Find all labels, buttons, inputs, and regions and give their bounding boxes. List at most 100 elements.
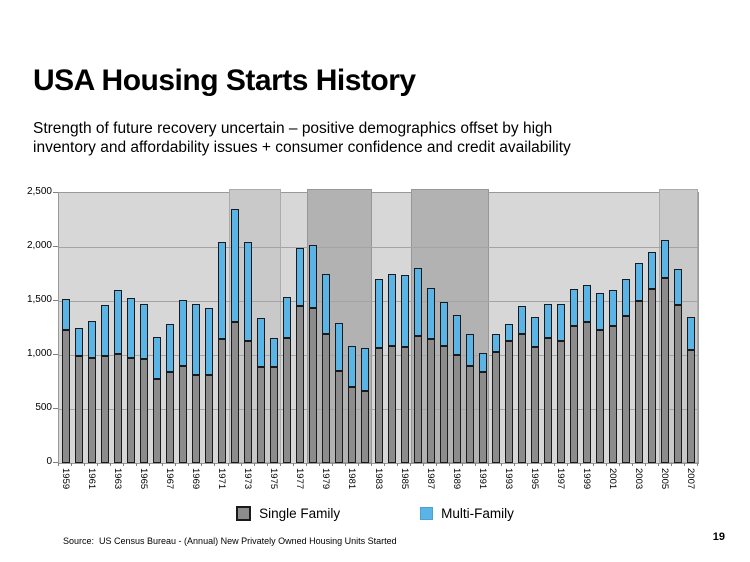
bar-segment-single-family bbox=[648, 289, 656, 463]
x-axis-tick bbox=[619, 463, 620, 466]
x-axis-label: 1991 bbox=[476, 468, 488, 490]
bar-segment-multi-family bbox=[348, 346, 356, 387]
y-axis-label: 2,500 bbox=[26, 186, 52, 197]
bar-segment-multi-family bbox=[596, 293, 604, 330]
bar-segment-multi-family bbox=[75, 328, 83, 356]
x-axis-label: 1975 bbox=[268, 468, 280, 490]
x-axis-tick bbox=[214, 463, 215, 466]
bar-segment-multi-family bbox=[427, 288, 435, 339]
bar-segment-single-family bbox=[231, 322, 239, 463]
x-axis-label: 1999 bbox=[581, 468, 593, 490]
x-axis-tick bbox=[462, 463, 463, 466]
bar-segment-multi-family bbox=[296, 248, 304, 306]
bar-segment-single-family bbox=[309, 308, 317, 463]
bar-segment-single-family bbox=[75, 356, 83, 463]
bar-segment-multi-family bbox=[479, 353, 487, 372]
bar-segment-multi-family bbox=[531, 317, 539, 347]
x-axis-label: 2005 bbox=[659, 468, 671, 490]
x-axis-tick bbox=[632, 463, 633, 466]
bar-segment-multi-family bbox=[375, 279, 383, 348]
bar-segment-single-family bbox=[114, 354, 122, 463]
y-axis-tick bbox=[53, 192, 58, 193]
x-axis: 1959 1961 1963 1965 1967 1969 1971 1973 1975 1977… bbox=[58, 462, 698, 508]
x-axis-tick bbox=[306, 463, 307, 466]
legend-item-multi-family: Multi-Family bbox=[420, 506, 514, 521]
bar-segment-multi-family bbox=[218, 242, 226, 339]
x-axis-tick bbox=[162, 463, 163, 466]
x-axis-label: 1979 bbox=[320, 468, 332, 490]
bar-segment-multi-family bbox=[127, 298, 135, 358]
y-axis-label: 1,500 bbox=[26, 294, 52, 305]
x-axis-tick bbox=[371, 463, 372, 466]
x-axis-tick bbox=[423, 463, 424, 466]
x-axis-label: 1965 bbox=[137, 468, 149, 490]
bar-segment-multi-family bbox=[257, 318, 265, 367]
bar-segment-multi-family bbox=[401, 275, 409, 347]
bar-segment-single-family bbox=[401, 347, 409, 463]
bar-segment-multi-family bbox=[635, 263, 643, 301]
x-axis-tick bbox=[201, 463, 202, 466]
bar-segment-multi-family bbox=[283, 297, 291, 338]
subtitle-line-2: inventory and affordability issues + con… bbox=[33, 139, 571, 156]
bar-segment-single-family bbox=[609, 326, 617, 463]
bar-segment-multi-family bbox=[388, 274, 396, 346]
x-axis-tick bbox=[397, 463, 398, 466]
bar-segment-multi-family bbox=[192, 304, 200, 375]
x-axis-label: 1961 bbox=[85, 468, 97, 490]
bar-segment-multi-family bbox=[622, 279, 630, 316]
y-axis-tick bbox=[53, 408, 58, 409]
bar-segment-single-family bbox=[388, 346, 396, 463]
y-axis-tick bbox=[53, 246, 58, 247]
x-axis-tick bbox=[123, 463, 124, 466]
x-axis-label: 1997 bbox=[555, 468, 567, 490]
x-axis-tick bbox=[188, 463, 189, 466]
bar-segment-multi-family bbox=[609, 290, 617, 326]
x-axis-tick bbox=[606, 463, 607, 466]
x-axis-tick bbox=[684, 463, 685, 466]
x-axis-tick bbox=[293, 463, 294, 466]
bar-segment-multi-family bbox=[466, 334, 474, 366]
bar-segment-single-family bbox=[244, 341, 252, 463]
x-axis-tick bbox=[410, 463, 411, 466]
bar-segment-single-family bbox=[414, 336, 422, 463]
x-axis-label: 1983 bbox=[372, 468, 384, 490]
bar-segment-multi-family bbox=[361, 348, 369, 391]
x-axis-label: 1959 bbox=[59, 468, 71, 490]
y-axis-label: 500 bbox=[35, 402, 52, 413]
bar-segment-multi-family bbox=[88, 321, 96, 358]
bar-segment-multi-family bbox=[674, 269, 682, 305]
bar-segment-single-family bbox=[687, 350, 695, 463]
subtitle-line-1: Strength of future recovery uncertain – … bbox=[33, 120, 553, 137]
x-axis-label: 2003 bbox=[633, 468, 645, 490]
y-axis-label: 0 bbox=[46, 456, 52, 467]
y-axis-tick bbox=[53, 300, 58, 301]
bar-segment-multi-family bbox=[583, 285, 591, 322]
bar-segment-multi-family bbox=[492, 334, 500, 352]
bar-segment-single-family bbox=[205, 375, 213, 463]
bar-segment-multi-family bbox=[440, 302, 448, 346]
x-axis-label: 1971 bbox=[216, 468, 227, 490]
bar-segment-single-family bbox=[492, 352, 500, 463]
x-axis-label: 1973 bbox=[242, 468, 254, 490]
y-axis-label: 1,000 bbox=[26, 348, 52, 359]
x-axis-tick bbox=[319, 463, 320, 466]
bar-segment-single-family bbox=[361, 391, 369, 463]
x-axis-tick bbox=[658, 463, 659, 466]
bar-segment-multi-family bbox=[270, 338, 278, 367]
x-axis-label: 1985 bbox=[398, 468, 410, 490]
legend-label-single-family: Single Family bbox=[259, 506, 341, 521]
bar-segment-multi-family bbox=[570, 289, 578, 326]
x-axis-label: 1987 bbox=[424, 468, 436, 490]
x-axis-tick bbox=[527, 463, 528, 466]
x-axis-tick bbox=[384, 463, 385, 466]
x-axis-label: 1963 bbox=[111, 468, 123, 490]
x-axis-tick bbox=[358, 463, 359, 466]
bar-segment-single-family bbox=[570, 326, 578, 463]
x-axis-tick bbox=[175, 463, 176, 466]
bar-segment-single-family bbox=[218, 339, 226, 463]
gridline bbox=[59, 247, 698, 248]
bar-segment-single-family bbox=[427, 339, 435, 463]
x-axis-label: 1967 bbox=[163, 468, 175, 490]
bar-segment-single-family bbox=[518, 334, 526, 463]
bar-segment-single-family bbox=[375, 348, 383, 463]
